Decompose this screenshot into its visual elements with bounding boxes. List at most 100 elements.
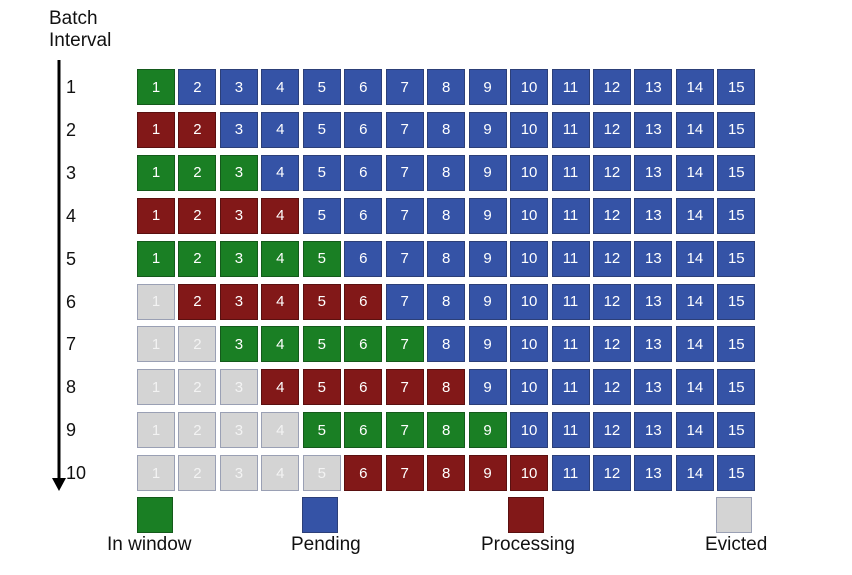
batch-cell: 5 [302, 369, 341, 406]
batch-cell: 9 [468, 69, 507, 105]
legend-label: In window [107, 534, 192, 555]
batch-cell: 7 [385, 154, 424, 191]
axis-title: Batch Interval [49, 8, 111, 52]
batch-cell: 7 [385, 69, 424, 105]
batch-cell: 14 [675, 412, 714, 449]
batch-cell: 13 [634, 154, 673, 191]
batch-cell: 8 [427, 455, 466, 492]
batch-cell: 10 [510, 326, 549, 363]
batch-cell: 2 [178, 412, 217, 449]
batch-cell: 9 [468, 197, 507, 234]
row-label: 4 [66, 205, 77, 226]
batch-cell: 10 [510, 283, 549, 320]
batch-cell: 10 [510, 197, 549, 234]
batch-cell: 8 [427, 111, 466, 148]
batch-cell: 1 [137, 154, 175, 191]
batch-cell: 13 [634, 240, 673, 277]
batch-cell: 14 [675, 283, 714, 320]
legend-swatch [716, 497, 752, 533]
batch-cell: 4 [261, 240, 300, 277]
batch-cell: 13 [634, 197, 673, 234]
batch-cell: 10 [510, 69, 549, 105]
batch-cell: 15 [717, 111, 756, 148]
batch-cell: 1 [137, 326, 175, 363]
batch-cell: 14 [675, 326, 714, 363]
batch-cell: 6 [344, 154, 383, 191]
batch-cell: 12 [592, 154, 631, 191]
batch-cell: 14 [675, 154, 714, 191]
batch-cell: 6 [344, 197, 383, 234]
batch-cell: 4 [261, 326, 300, 363]
batch-cell: 10 [510, 369, 549, 406]
batch-cell: 4 [261, 455, 300, 492]
batch-cell: 14 [675, 455, 714, 492]
batch-cell: 14 [675, 69, 714, 105]
batch-cell: 14 [675, 111, 714, 148]
batch-cell: 15 [717, 154, 756, 191]
batch-cell: 5 [302, 412, 341, 449]
batch-cell: 6 [344, 240, 383, 277]
batch-cell: 2 [178, 369, 217, 406]
batch-cell: 8 [427, 69, 466, 105]
axis-title-line-2: Interval [49, 30, 112, 51]
batch-cell: 8 [427, 240, 466, 277]
batch-cell: 9 [468, 283, 507, 320]
batch-cell: 9 [468, 455, 507, 492]
batch-cell: 1 [137, 197, 175, 234]
batch-cell: 5 [302, 111, 341, 148]
batch-cell: 10 [510, 111, 549, 148]
batch-cell: 9 [468, 412, 507, 449]
batch-cell: 2 [178, 455, 217, 492]
batch-cell: 13 [634, 283, 673, 320]
batch-cell: 6 [344, 455, 383, 492]
batch-cell: 15 [717, 197, 756, 234]
batch-cell: 5 [302, 326, 341, 363]
batch-cell: 9 [468, 154, 507, 191]
batch-cell: 3 [219, 240, 258, 277]
batch-cell: 10 [510, 412, 549, 449]
batch-cell: 13 [634, 69, 673, 105]
down-arrow-icon [52, 60, 66, 491]
batch-cell: 2 [178, 154, 217, 191]
row-label: 5 [66, 248, 77, 269]
batch-cell: 15 [717, 240, 756, 277]
batch-cell: 3 [219, 154, 258, 191]
batch-cell: 6 [344, 412, 383, 449]
row-label: 2 [66, 119, 77, 140]
batch-cell: 7 [385, 369, 424, 406]
row-label: 9 [66, 420, 77, 441]
batch-cell: 8 [427, 326, 466, 363]
batch-cell: 14 [675, 369, 714, 406]
batch-cell: 12 [592, 455, 631, 492]
batch-cell: 3 [219, 197, 258, 234]
row-label: 3 [66, 162, 77, 183]
batch-cell: 11 [551, 240, 590, 277]
batch-cell: 5 [302, 197, 341, 234]
batch-cell: 10 [510, 240, 549, 277]
batch-cell: 12 [592, 69, 631, 105]
batch-cell: 6 [344, 283, 383, 320]
batch-cell: 11 [551, 197, 590, 234]
batch-cell: 3 [219, 69, 258, 105]
batch-cell: 15 [717, 455, 756, 492]
batch-cell: 3 [219, 326, 258, 363]
batch-cell: 5 [302, 240, 341, 277]
batch-cell: 7 [385, 412, 424, 449]
batch-grid: 1 1 2 3 4 5 6 7 8 9 10 11 12 13 14 15 2 1 2 3 4 5 6 7 8 9 10 11 12 13… [66, 69, 756, 492]
batch-cell: 10 [510, 455, 549, 492]
batch-cell: 9 [468, 326, 507, 363]
batch-cell: 11 [551, 154, 590, 191]
batch-cell: 8 [427, 197, 466, 234]
batch-cell: 7 [385, 455, 424, 492]
row-label: 6 [66, 291, 77, 312]
batch-cell: 3 [219, 369, 258, 406]
batch-cell: 11 [551, 412, 590, 449]
batch-cell: 12 [592, 326, 631, 363]
batch-cell: 7 [385, 283, 424, 320]
batch-cell: 3 [219, 412, 258, 449]
batch-cell: 8 [427, 283, 466, 320]
batch-cell: 7 [385, 197, 424, 234]
batch-cell: 7 [385, 240, 424, 277]
row-label: 7 [66, 334, 77, 355]
batch-cell: 13 [634, 111, 673, 148]
